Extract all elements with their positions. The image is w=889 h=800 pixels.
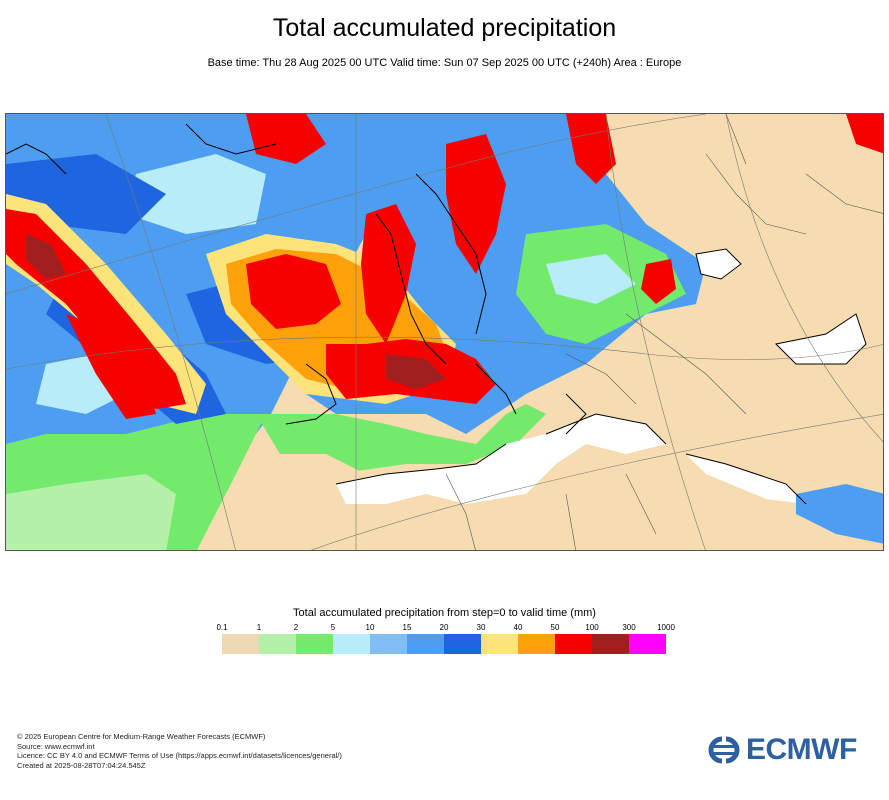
legend-swatch [518,634,555,654]
se-precip-band [796,484,883,544]
legend-tick: 0.1 [216,623,228,632]
atlantic-cyan [126,154,266,234]
caspian-sea [776,314,866,364]
legend-tick: 15 [402,623,412,632]
footer-licence: Licence: CC BY 4.0 and ECMWF Terms of Us… [17,751,342,761]
map-canvas [6,114,883,550]
legend-swatch [333,634,370,654]
legend-ticks: 0.1 1 2 5 10 15 20 30 40 50 100 300 1000 [0,623,889,633]
black-sea [696,249,741,279]
red-swath-russia [641,259,676,304]
legend-tick: 30 [476,623,486,632]
page-title: Total accumulated precipitation [272,14,617,42]
legend-tick: 40 [513,623,523,632]
footer-source: Source: www.ecmwf.int [17,741,95,751]
footer-copyright: © 2025 European Centre for Medium-Range … [17,732,266,741]
legend-tick: 10 [365,623,375,632]
red-swath-arctic [246,114,326,164]
darkred-core-1 [386,354,446,389]
footer-created: Created at 2025-08-28T07:04:24.545Z [17,760,146,770]
ecmwf-logo[interactable]: ECMWF [706,733,857,767]
legend-swatch [222,634,259,654]
legend-tick: 100 [585,623,599,632]
legend-swatch [259,634,296,654]
legend-tick: 1 [256,623,262,632]
sw-atlantic-lightgreen [6,474,176,550]
legend-swatch [592,634,629,654]
legend-swatch [444,634,481,654]
legend-tick: 5 [330,623,336,632]
red-swath-atlantic-2 [66,314,156,419]
precipitation-map[interactable] [5,113,884,551]
legend-swatch [555,634,592,654]
red-swath-uk [246,254,341,329]
legend-colorbar [222,634,666,654]
ecmwf-logo-icon [708,736,740,764]
legend-tick: 1000 [657,623,675,632]
east-europe-cyan [546,254,636,304]
red-swath-ne [846,114,883,154]
ecmwf-logo-text: ECMWF [746,733,857,766]
page-subtitle: Base time: Thu 28 Aug 2025 00 UTC Valid … [207,57,682,69]
legend-swatch [481,634,518,654]
mediterranean-sea [336,414,666,504]
legend-swatch [629,634,666,654]
legend-swatch [370,634,407,654]
red-swath-north-sea [361,204,416,344]
coastlines [6,123,867,505]
legend-tick: 300 [622,623,636,632]
iberia-dry [256,454,366,524]
legend-tick: 50 [550,623,560,632]
legend-swatch [296,634,333,654]
darkred-core-2 [26,234,66,279]
legend-swatch [407,634,444,654]
legend-tick: 2 [293,623,299,632]
graticule [6,114,883,550]
country-borders [445,114,883,550]
red-swath-scandinavia [446,134,506,274]
legend-tick: 20 [439,623,449,632]
footer-credits: © 2025 European Centre for Medium-Range … [17,732,342,770]
red-sea [686,454,806,504]
legend-title: Total accumulated precipitation from ste… [293,607,596,619]
